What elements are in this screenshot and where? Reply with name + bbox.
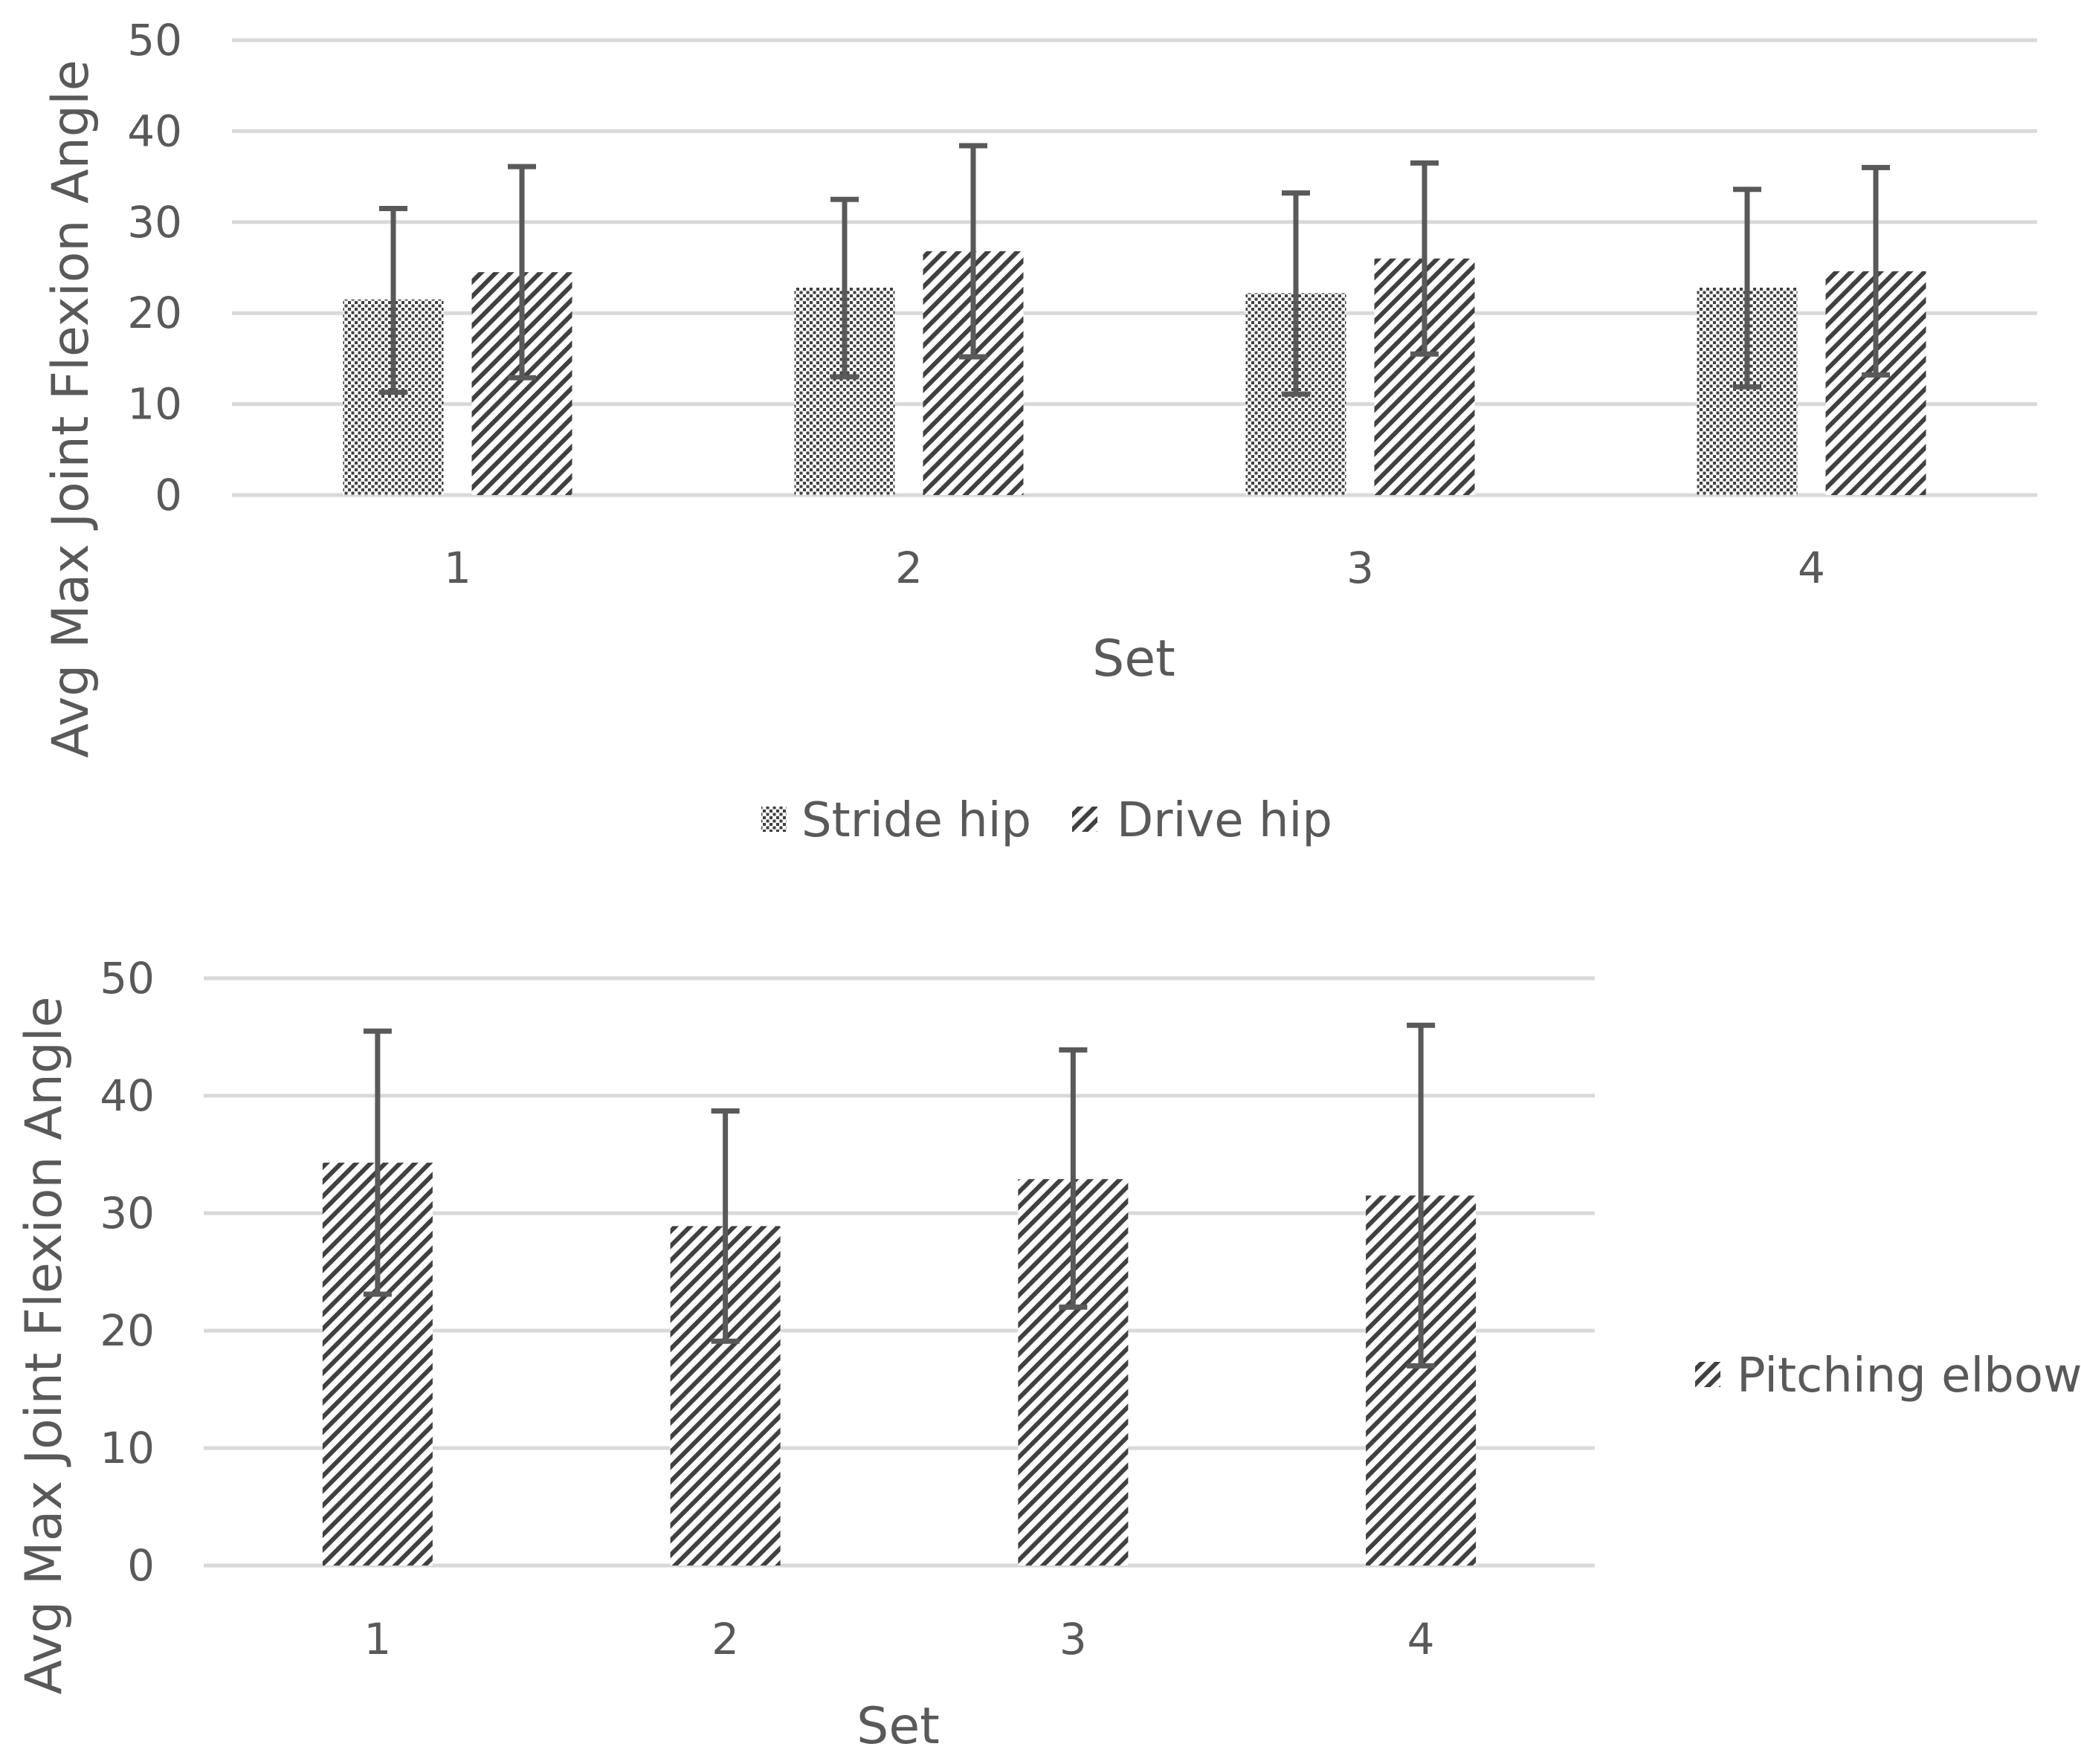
y-tick-label: 20 bbox=[127, 288, 182, 338]
x-tick-label: 1 bbox=[364, 1614, 391, 1664]
chart-elbow-error-bars bbox=[363, 1022, 1436, 1369]
y-tick-label: 30 bbox=[100, 1188, 155, 1238]
y-tick-label: 10 bbox=[100, 1423, 155, 1473]
x-tick-label: 4 bbox=[1407, 1614, 1435, 1664]
chart-hip-x-axis-label: Set bbox=[1092, 630, 1175, 688]
chart-elbow-legend: Pitching elbow bbox=[1695, 1348, 2081, 1403]
error-bar-stride-hip-set-4 bbox=[1733, 187, 1761, 390]
y-tick-label: 0 bbox=[127, 1540, 155, 1591]
y-tick-label: 0 bbox=[155, 470, 182, 520]
error-bar-pitching-elbow-set-4 bbox=[1407, 1022, 1436, 1369]
y-tick-label: 50 bbox=[100, 953, 155, 1004]
error-bar-drive-hip-set-3 bbox=[1410, 160, 1439, 357]
x-tick-label: 3 bbox=[1059, 1614, 1087, 1664]
chart-elbow-bars bbox=[322, 1163, 1477, 1566]
legend-swatch-pitching-elbow bbox=[1695, 1362, 1720, 1387]
chart-elbow-y-ticks: 0 10 20 30 40 50 bbox=[100, 953, 155, 1591]
error-bar-pitching-elbow-set-1 bbox=[363, 1028, 392, 1297]
chart-elbow-y-axis-label: Avg Max Joint Flexion Angle bbox=[15, 996, 74, 1694]
y-tick-label: 20 bbox=[100, 1305, 155, 1356]
chart-hip-legend: Stride hip Drive hip bbox=[761, 793, 1332, 848]
legend-swatch-stride-hip bbox=[761, 807, 787, 832]
legend-label-drive-hip: Drive hip bbox=[1117, 793, 1332, 848]
error-bar-stride-hip-set-2 bbox=[830, 196, 859, 380]
chart-elbow-gridlines bbox=[204, 976, 1595, 1568]
x-tick-label: 3 bbox=[1346, 543, 1374, 593]
chart-elbow: 0 10 20 30 40 50 1 2 3 4 Set Avg Max Joint Flexi… bbox=[15, 953, 2081, 1756]
chart-hip-error-bars bbox=[379, 143, 1890, 397]
legend-label-pitching-elbow: Pitching elbow bbox=[1737, 1348, 2081, 1403]
y-tick-label: 30 bbox=[127, 197, 182, 248]
chart-elbow-x-ticks: 1 2 3 4 bbox=[364, 1614, 1434, 1664]
chart-hip-y-ticks: 0 10 20 30 40 50 bbox=[127, 15, 182, 520]
error-bar-pitching-elbow-set-3 bbox=[1059, 1047, 1088, 1310]
y-tick-label: 40 bbox=[127, 106, 182, 156]
x-tick-label: 1 bbox=[444, 543, 471, 593]
error-bar-drive-hip-set-1 bbox=[508, 164, 536, 381]
x-tick-label: 2 bbox=[712, 1614, 739, 1664]
chart-hip: 0 10 20 30 40 50 1 2 3 4 Set Avg Max Joint Flexi… bbox=[42, 15, 2037, 848]
chart-elbow-x-axis-label: Set bbox=[856, 1697, 940, 1756]
error-bar-drive-hip-set-4 bbox=[1862, 164, 1890, 378]
legend-label-stride-hip: Stride hip bbox=[801, 793, 1031, 848]
x-tick-label: 2 bbox=[895, 543, 923, 593]
error-bar-pitching-elbow-set-2 bbox=[711, 1108, 740, 1344]
chart-hip-x-ticks: 1 2 3 4 bbox=[444, 543, 1825, 593]
chart-hip-bars bbox=[343, 251, 1926, 495]
y-tick-label: 40 bbox=[100, 1070, 155, 1121]
y-tick-label: 50 bbox=[127, 15, 182, 65]
legend-swatch-drive-hip bbox=[1072, 807, 1097, 832]
error-bar-stride-hip-set-1 bbox=[379, 205, 407, 395]
x-tick-label: 4 bbox=[1798, 543, 1825, 593]
y-tick-label: 10 bbox=[127, 379, 182, 430]
chart-hip-y-axis-label: Avg Max Joint Flexion Angle bbox=[42, 59, 100, 757]
error-bar-stride-hip-set-3 bbox=[1282, 190, 1310, 397]
error-bar-drive-hip-set-2 bbox=[959, 143, 987, 360]
